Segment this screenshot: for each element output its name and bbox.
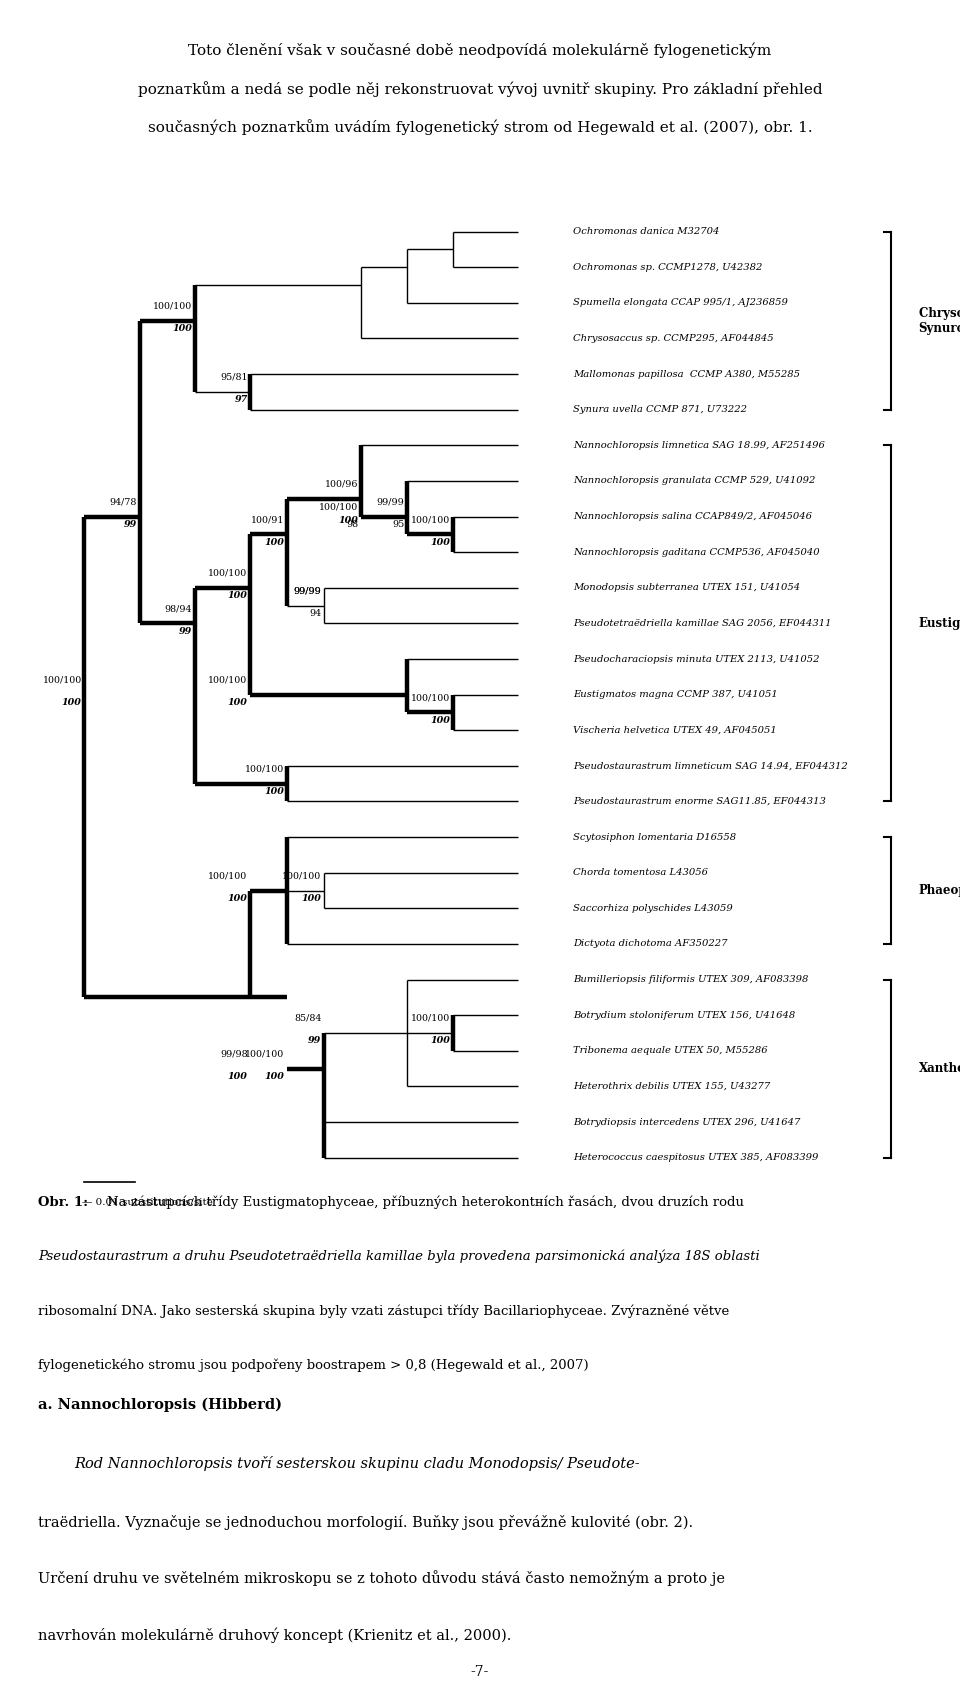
Text: 100/100: 100/100	[42, 675, 82, 684]
Text: Eustigmatophyceae: Eustigmatophyceae	[919, 616, 960, 630]
Text: 100/91: 100/91	[252, 515, 284, 524]
Text: 94/78: 94/78	[109, 497, 137, 507]
Text: Chrysophyceae and
Synurophyceae: Chrysophyceae and Synurophyceae	[919, 306, 960, 335]
Text: 100/100: 100/100	[208, 569, 248, 578]
Text: Eustigmatos magna CCMP 387, U41051: Eustigmatos magna CCMP 387, U41051	[573, 690, 778, 699]
Text: 100: 100	[173, 323, 192, 333]
Text: 100: 100	[301, 894, 322, 903]
Text: Ochromonas danica M32704: Ochromonas danica M32704	[573, 227, 719, 236]
Text: 99/98: 99/98	[220, 1049, 248, 1058]
Text: Na zástupcích třídy Eustigmatophyceae, příbuzných heterokontнích řasách, dvou dr: Na zástupcích třídy Eustigmatophyceae, p…	[108, 1196, 744, 1209]
Text: 100/100: 100/100	[245, 765, 284, 773]
Text: 99: 99	[180, 626, 192, 637]
Text: Nannochloropsis limnetica SAG 18.99, AF251496: Nannochloropsis limnetica SAG 18.99, AF2…	[573, 441, 825, 450]
Text: Nannochloropsis granulata CCMP 529, U41092: Nannochloropsis granulata CCMP 529, U410…	[573, 477, 815, 485]
Text: Tribonema aequale UTEX 50, M55286: Tribonema aequale UTEX 50, M55286	[573, 1046, 768, 1056]
Text: poznатkům a nedá se podle něj rekonstruovat vývoj uvnitř skupiny. Pro základní p: poznатkům a nedá se podle něj rekonstruo…	[137, 81, 823, 96]
Text: 99: 99	[308, 1036, 322, 1046]
Text: 100: 100	[430, 716, 450, 724]
Text: Určení druhu ve světelném mikroskopu se z tohoto důvodu stává často nemožným a p: Určení druhu ve světelném mikroskopu se …	[38, 1569, 726, 1586]
Text: 100: 100	[265, 537, 284, 547]
Text: Pseudostaurastrum limneticum SAG 14.94, EF044312: Pseudostaurastrum limneticum SAG 14.94, …	[573, 761, 848, 770]
Text: ribosomalní DNA. Jako sesterská skupina byly vzati zástupci třídy Bacillariophyc: ribosomalní DNA. Jako sesterská skupina …	[38, 1303, 730, 1317]
Text: Spumella elongata CCAP 995/1, AJ236859: Spumella elongata CCAP 995/1, AJ236859	[573, 298, 788, 308]
Text: navrhován molekulárně druhový koncept (Krienitz et al., 2000).: navrhován molekulárně druhový koncept (K…	[38, 1627, 512, 1644]
Text: 100/100: 100/100	[245, 1049, 284, 1058]
Text: Botrydiopsis intercedens UTEX 296, U41647: Botrydiopsis intercedens UTEX 296, U4164…	[573, 1118, 801, 1127]
Text: 100/100: 100/100	[153, 301, 192, 310]
Text: 85/84: 85/84	[294, 1014, 322, 1022]
Text: 100: 100	[228, 1073, 248, 1081]
Text: 100: 100	[228, 699, 248, 707]
Text: 95: 95	[392, 520, 404, 529]
Text: 100: 100	[265, 786, 284, 797]
Text: Scytosiphon lomentaria D16558: Scytosiphon lomentaria D16558	[573, 832, 736, 842]
Text: Heterothrix debilis UTEX 155, U43277: Heterothrix debilis UTEX 155, U43277	[573, 1081, 770, 1091]
Text: Ochromonas sp. CCMP1278, U42382: Ochromonas sp. CCMP1278, U42382	[573, 263, 762, 271]
Text: Phaeophyceae: Phaeophyceae	[919, 884, 960, 898]
Text: Xanthophyceae: Xanthophyceae	[919, 1063, 960, 1074]
Text: Heterococcus caespitosus UTEX 385, AF083399: Heterococcus caespitosus UTEX 385, AF083…	[573, 1154, 818, 1162]
Text: fylogenetického stromu jsou podpořeny boostrapem > 0,8 (Hegewald et al., 2007): fylogenetického stromu jsou podpořeny bo…	[38, 1359, 589, 1372]
Text: 100: 100	[265, 1073, 284, 1081]
Text: 100: 100	[228, 591, 248, 600]
Text: Nannochloropsis gaditana CCMP536, AF045040: Nannochloropsis gaditana CCMP536, AF0450…	[573, 547, 820, 557]
Text: Mallomonas papillosa  CCMP A380, M55285: Mallomonas papillosa CCMP A380, M55285	[573, 369, 800, 379]
Text: Toto členění však v současné době neodpovídá molekulárně fylogenetickým: Toto členění však v současné době neodpo…	[188, 42, 772, 57]
Text: 100: 100	[430, 1036, 450, 1046]
Text: Chrysosaccus sp. CCMP295, AF044845: Chrysosaccus sp. CCMP295, AF044845	[573, 333, 774, 344]
Text: 100: 100	[228, 894, 248, 903]
Text: 100: 100	[430, 537, 450, 547]
Text: 100: 100	[338, 515, 358, 525]
Text: 99/99: 99/99	[376, 497, 404, 507]
Text: Synura uvella CCMP 871, U73222: Synura uvella CCMP 871, U73222	[573, 406, 747, 414]
Text: 100/100: 100/100	[282, 871, 322, 881]
Text: -7-: -7-	[470, 1665, 490, 1679]
Text: Vischeria helvetica UTEX 49, AF045051: Vischeria helvetica UTEX 49, AF045051	[573, 726, 777, 734]
Text: 100/100: 100/100	[411, 694, 450, 702]
Text: Monodopsis subterranea UTEX 151, U41054: Monodopsis subterranea UTEX 151, U41054	[573, 583, 800, 593]
Text: 95/81: 95/81	[220, 372, 248, 382]
Text: Pseudotetraëdriella kamillae SAG 2056, EF044311: Pseudotetraëdriella kamillae SAG 2056, E…	[573, 620, 831, 628]
Text: 100: 100	[61, 699, 82, 707]
Text: 99: 99	[124, 520, 137, 529]
Text: současných poznатkům uvádím fylogenetický strom od Hegewald et al. (2007), obr. : současných poznатkům uvádím fylogenetick…	[148, 120, 812, 135]
Text: 100/96: 100/96	[324, 480, 358, 488]
Text: Nannochloropsis salina CCAP849/2, AF045046: Nannochloropsis salina CCAP849/2, AF0450…	[573, 512, 812, 520]
Text: a. Nannochloropsis (Hibberd): a. Nannochloropsis (Hibberd)	[38, 1398, 282, 1413]
Text: 99/99: 99/99	[294, 586, 322, 596]
Text: Bumilleriopsis filiformis UTEX 309, AF083398: Bumilleriopsis filiformis UTEX 309, AF08…	[573, 975, 808, 983]
Text: 97: 97	[234, 396, 248, 404]
Text: Pseudostaurastrum a druhu Pseudotetraëdriella kamillae byla provedena parsimonic: Pseudostaurastrum a druhu Pseudotetraëdr…	[38, 1250, 760, 1263]
Text: Pseudocharaciopsis minuta UTEX 2113, U41052: Pseudocharaciopsis minuta UTEX 2113, U41…	[573, 655, 820, 663]
Text: 98: 98	[346, 520, 358, 529]
Text: Pseudostaurastrum enorme SAG11.85, EF044313: Pseudostaurastrum enorme SAG11.85, EF044…	[573, 797, 826, 807]
Text: Dictyota dichotoma AF350227: Dictyota dichotoma AF350227	[573, 940, 728, 948]
Text: 100/100: 100/100	[208, 871, 248, 881]
Text: 100/100: 100/100	[208, 675, 248, 684]
Text: 100/100: 100/100	[411, 1014, 450, 1022]
Text: Chorda tomentosa L43056: Chorda tomentosa L43056	[573, 869, 708, 877]
Text: Saccorhiza polyschides L43059: Saccorhiza polyschides L43059	[573, 904, 732, 913]
Text: Obr. 1:: Obr. 1:	[38, 1196, 88, 1209]
Text: — 0.01 substitutions/site: — 0.01 substitutions/site	[82, 1197, 212, 1206]
Text: 98/94: 98/94	[165, 605, 192, 613]
Text: traëdriella. Vyznačuje se jednoduchou morfologií. Buňky jsou převážně kulovité (: traëdriella. Vyznačuje se jednoduchou mo…	[38, 1516, 693, 1531]
Text: Rod Nannochloropsis tvoří sesterskou skupinu cladu Monodopsis/ Pseudote-: Rod Nannochloropsis tvoří sesterskou sku…	[74, 1457, 639, 1472]
Text: 100/100: 100/100	[411, 515, 450, 524]
Text: 94: 94	[309, 610, 322, 618]
Text: Botrydium stoloniferum UTEX 156, U41648: Botrydium stoloniferum UTEX 156, U41648	[573, 1010, 795, 1021]
Text: 100/100: 100/100	[319, 502, 358, 512]
Text: 99/99: 99/99	[294, 586, 322, 596]
